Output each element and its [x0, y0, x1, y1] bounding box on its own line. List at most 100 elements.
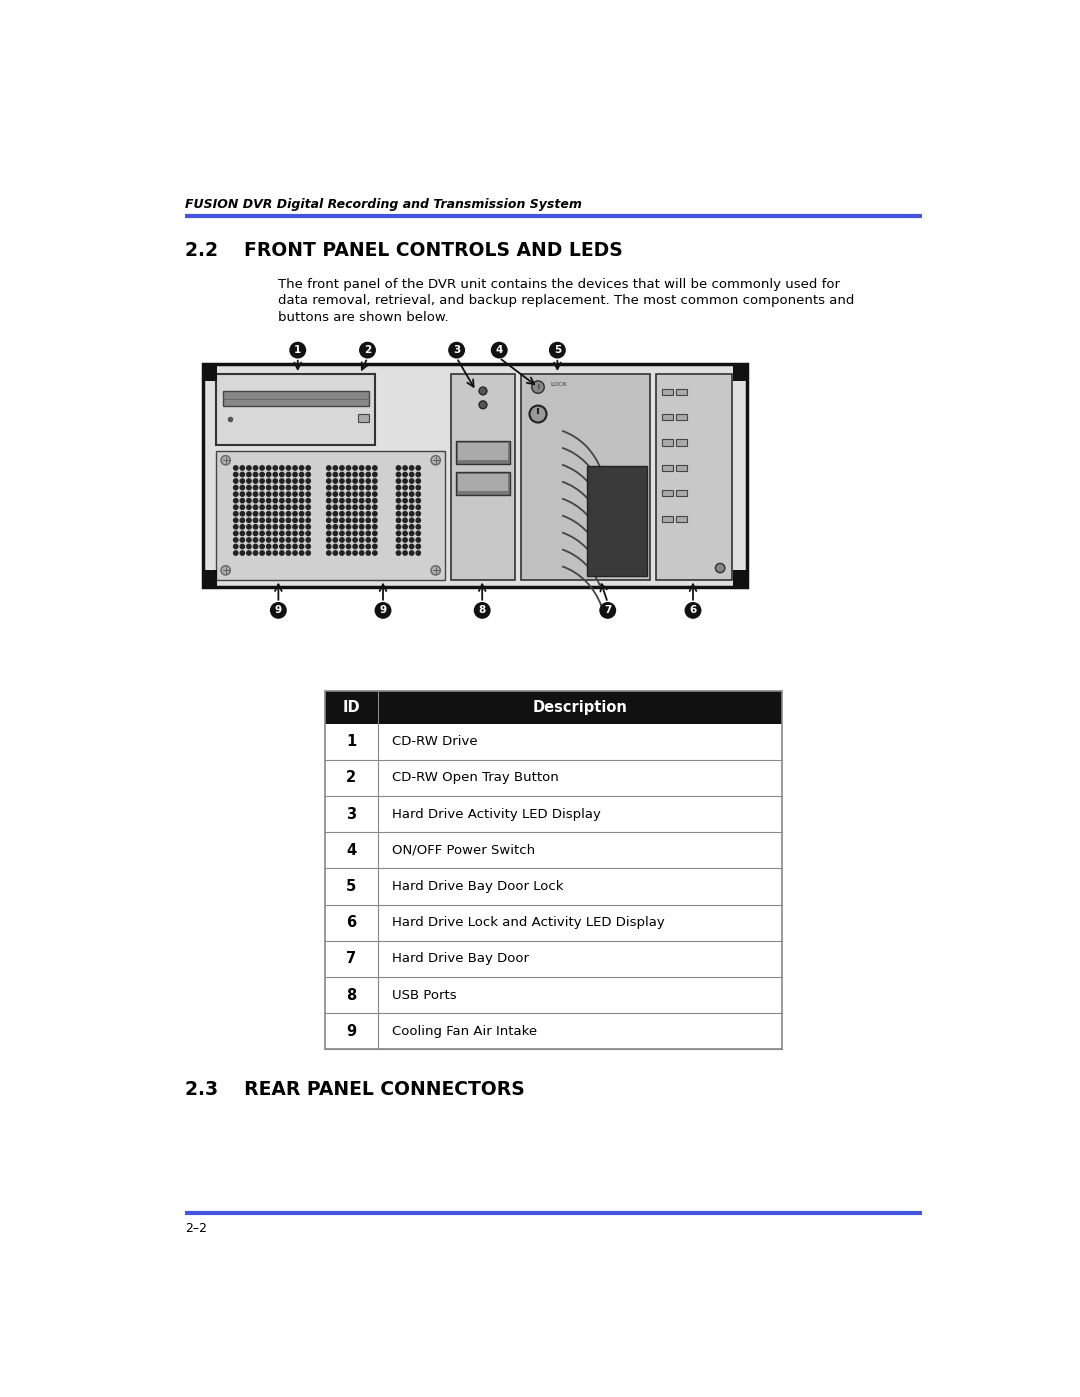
Text: 5: 5	[346, 879, 356, 894]
Circle shape	[403, 506, 407, 510]
Circle shape	[347, 511, 351, 515]
Circle shape	[347, 492, 351, 496]
Circle shape	[254, 531, 258, 535]
Circle shape	[246, 518, 251, 522]
Bar	[458, 474, 508, 490]
Circle shape	[360, 550, 364, 555]
Circle shape	[375, 602, 391, 617]
Circle shape	[246, 525, 251, 529]
Bar	[325, 977, 782, 1013]
Circle shape	[260, 485, 265, 490]
Text: 2.3    REAR PANEL CONNECTORS: 2.3 REAR PANEL CONNECTORS	[186, 1080, 525, 1099]
Circle shape	[246, 492, 251, 496]
Circle shape	[333, 538, 338, 542]
Circle shape	[333, 511, 338, 515]
Circle shape	[373, 531, 377, 535]
Circle shape	[286, 472, 291, 476]
Circle shape	[280, 465, 284, 471]
Circle shape	[409, 538, 414, 542]
Circle shape	[326, 506, 330, 510]
Circle shape	[449, 342, 464, 358]
Bar	[216, 451, 445, 580]
Circle shape	[267, 531, 271, 535]
Bar	[676, 440, 687, 446]
Circle shape	[403, 518, 407, 522]
Circle shape	[340, 518, 345, 522]
Circle shape	[246, 465, 251, 471]
Circle shape	[299, 499, 303, 503]
Circle shape	[416, 525, 420, 529]
Circle shape	[260, 545, 265, 549]
Circle shape	[260, 499, 265, 503]
Circle shape	[353, 485, 357, 490]
Circle shape	[360, 538, 364, 542]
Circle shape	[280, 479, 284, 483]
Circle shape	[366, 518, 370, 522]
Circle shape	[260, 472, 265, 476]
Circle shape	[254, 545, 258, 549]
Circle shape	[299, 472, 303, 476]
Circle shape	[360, 525, 364, 529]
Circle shape	[529, 405, 546, 422]
Circle shape	[280, 545, 284, 549]
Circle shape	[246, 499, 251, 503]
Bar	[325, 940, 782, 977]
Circle shape	[233, 506, 238, 510]
Circle shape	[347, 506, 351, 510]
Circle shape	[293, 511, 297, 515]
Circle shape	[333, 506, 338, 510]
Circle shape	[416, 499, 420, 503]
Circle shape	[366, 511, 370, 515]
Circle shape	[273, 545, 278, 549]
Circle shape	[286, 531, 291, 535]
Circle shape	[373, 518, 377, 522]
Circle shape	[340, 511, 345, 515]
Circle shape	[409, 499, 414, 503]
Circle shape	[340, 465, 345, 471]
Circle shape	[491, 342, 507, 358]
Circle shape	[333, 465, 338, 471]
Bar	[325, 692, 782, 724]
Circle shape	[299, 479, 303, 483]
Circle shape	[273, 492, 278, 496]
Circle shape	[273, 506, 278, 510]
Circle shape	[273, 499, 278, 503]
Circle shape	[286, 479, 291, 483]
Circle shape	[360, 342, 375, 358]
Bar	[359, 414, 369, 422]
Text: 5: 5	[554, 345, 561, 355]
Circle shape	[267, 499, 271, 503]
Circle shape	[260, 479, 265, 483]
Circle shape	[353, 525, 357, 529]
Text: 9: 9	[379, 605, 387, 616]
Circle shape	[306, 518, 310, 522]
Circle shape	[340, 531, 345, 535]
Circle shape	[403, 485, 407, 490]
Circle shape	[431, 455, 441, 465]
Circle shape	[326, 531, 330, 535]
Circle shape	[306, 550, 310, 555]
Circle shape	[366, 479, 370, 483]
Circle shape	[326, 511, 330, 515]
Circle shape	[360, 545, 364, 549]
Circle shape	[273, 525, 278, 529]
Text: 2.2    FRONT PANEL CONTROLS AND LEDS: 2.2 FRONT PANEL CONTROLS AND LEDS	[186, 240, 623, 260]
Circle shape	[347, 531, 351, 535]
Circle shape	[260, 531, 265, 535]
Bar	[676, 388, 687, 395]
Text: Cooling Fan Air Intake: Cooling Fan Air Intake	[392, 1024, 537, 1038]
Circle shape	[299, 492, 303, 496]
Circle shape	[240, 506, 244, 510]
Text: USB Ports: USB Ports	[392, 989, 456, 1002]
Circle shape	[267, 545, 271, 549]
Text: Hard Drive Activity LED Display: Hard Drive Activity LED Display	[392, 807, 600, 820]
Circle shape	[333, 531, 338, 535]
Bar	[325, 904, 782, 940]
Circle shape	[246, 511, 251, 515]
Circle shape	[409, 545, 414, 549]
Circle shape	[280, 518, 284, 522]
Circle shape	[409, 511, 414, 515]
Circle shape	[240, 472, 244, 476]
Circle shape	[246, 538, 251, 542]
Circle shape	[403, 545, 407, 549]
